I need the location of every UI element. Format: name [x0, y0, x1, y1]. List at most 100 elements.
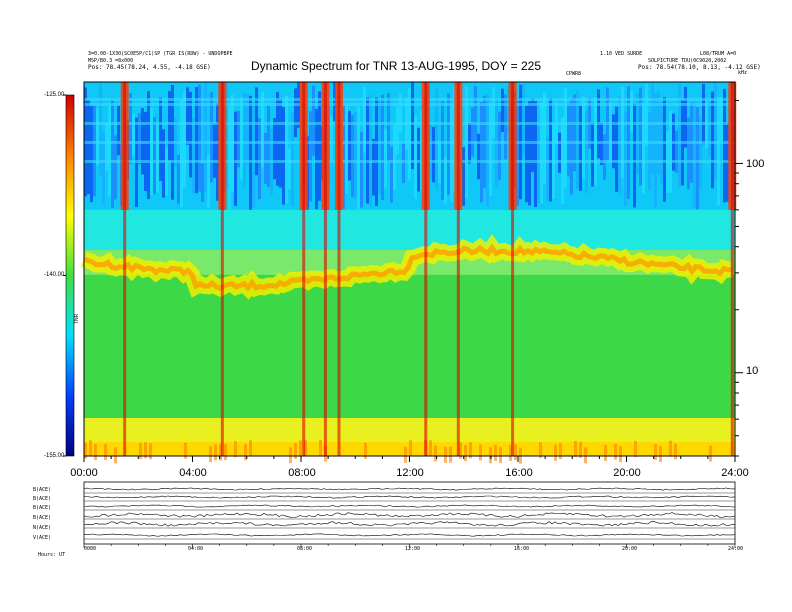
upper-band-column [198, 84, 201, 192]
bottom-speckle-column [409, 440, 412, 457]
colorbar-tick-bottom: -155.00 [44, 453, 65, 459]
burst-line [424, 82, 428, 456]
upper-band-column [504, 94, 507, 160]
series-label-5: N(ACE) [33, 525, 52, 531]
upper-band-column [507, 86, 510, 135]
bottom-speckle-column [554, 444, 557, 461]
colorbar [65, 94, 75, 457]
upper-band-column [207, 154, 210, 208]
upper-band-column [210, 91, 213, 183]
bottom-speckle-column [459, 442, 462, 459]
burst-line [220, 82, 224, 456]
bottom-speckle-column [429, 440, 432, 457]
bottom-speckle-column [469, 442, 472, 459]
upper-band-column [489, 103, 492, 197]
freq-tick-100: 100 [746, 158, 765, 170]
time-tick-2: 08:00 [288, 467, 316, 479]
bottom-speckle-column [669, 440, 672, 457]
upper-band-column [189, 91, 192, 178]
upper-band-column [558, 132, 561, 173]
bottom-speckle-column [244, 444, 247, 461]
chart-title: Dynamic Spectrum for TNR 13-AUG-1995, DO… [250, 59, 541, 73]
bottom-speckle-column [434, 445, 437, 462]
upper-band-column [381, 94, 384, 201]
bottom-speckle-column [234, 441, 237, 458]
upper-band-column [354, 111, 357, 199]
upper-band-column [522, 83, 525, 156]
upper-band-column [675, 130, 678, 173]
upper-band-column [615, 106, 618, 192]
upper-band-column [132, 113, 135, 156]
upper-band-column [177, 154, 180, 204]
lower-tick-2: 08:00 [297, 546, 313, 552]
upper-band-column [477, 133, 480, 180]
upper-band-column [114, 135, 117, 200]
upper-band-column [516, 97, 519, 206]
series-label-2: B(ACE) [33, 496, 52, 502]
time-tick-6: 24:00 [721, 467, 749, 479]
upper-band-column [576, 91, 579, 189]
upper-band-column [102, 131, 105, 206]
upper-band-column [678, 84, 681, 187]
upper-band-column [408, 88, 411, 181]
lower-series-trace [83, 512, 736, 518]
bottom-speckle-column [709, 445, 712, 462]
series-label-6: V(ACE) [33, 535, 52, 541]
header-right-line4-value: 78.54(78.10, 8.13, -4.12 GSE) [656, 64, 761, 71]
burst-line [511, 82, 515, 456]
upper-band-column [252, 102, 255, 209]
upper-band-column [636, 93, 639, 174]
upper-band-column [429, 123, 432, 180]
upper-band-column [372, 138, 375, 196]
bottom-speckle-column [89, 440, 92, 457]
upper-band-column [501, 88, 504, 133]
upper-band-column [144, 111, 147, 192]
upper-band-column [156, 123, 159, 193]
upper-band-column [714, 82, 717, 179]
bottom-speckle-column [619, 446, 622, 463]
upper-band-column [258, 118, 261, 200]
lower-tick-6: 24:00 [728, 546, 744, 552]
lower-series-trace [83, 521, 736, 527]
upper-band-column [435, 88, 438, 190]
bottom-speckle-column [84, 442, 87, 459]
upper-band-column [282, 106, 285, 205]
upper-band-column [228, 105, 231, 210]
series-label-1: B(ACE) [33, 487, 52, 493]
upper-band-column [474, 85, 477, 142]
upper-band-column [165, 148, 168, 196]
upper-band-column [294, 88, 297, 138]
bottom-speckle-column [139, 443, 142, 460]
upper-band-column [582, 96, 585, 179]
bottom-speckle-column [559, 443, 562, 460]
upper-band-column [237, 110, 240, 168]
upper-band-column [534, 101, 537, 208]
upper-band-column [261, 91, 264, 168]
upper-band-column [417, 127, 420, 192]
upper-band-column [276, 91, 279, 186]
time-tick-1: 04:00 [179, 467, 207, 479]
upper-band-column [711, 91, 714, 189]
upper-band-column [285, 95, 288, 204]
upper-band-column [375, 97, 378, 207]
upper-band-column [180, 100, 183, 208]
upper-band-column [399, 93, 402, 133]
upper-band-column [153, 116, 156, 195]
upper-band-column [651, 83, 654, 175]
colorbar-tick-top: -125.00 [44, 92, 65, 98]
bottom-speckle-column [249, 440, 252, 457]
upper-band-column [330, 116, 333, 161]
burst-line [302, 82, 306, 456]
upper-band-column [249, 95, 252, 210]
header-right-line2: L08/TRUM A=0 [700, 51, 737, 57]
upper-band-column [444, 156, 447, 204]
upper-band-column [471, 107, 474, 157]
upper-band-column [687, 117, 690, 190]
upper-band-column [492, 86, 495, 139]
upper-band-column [654, 94, 657, 208]
upper-band-column [531, 98, 534, 172]
upper-band-column [90, 106, 93, 203]
header-left-line1: 3=0.00-1X30(SC0E5P/C1)SP (TGR IS(RDW) - … [88, 51, 233, 57]
upper-band-column [213, 123, 216, 178]
